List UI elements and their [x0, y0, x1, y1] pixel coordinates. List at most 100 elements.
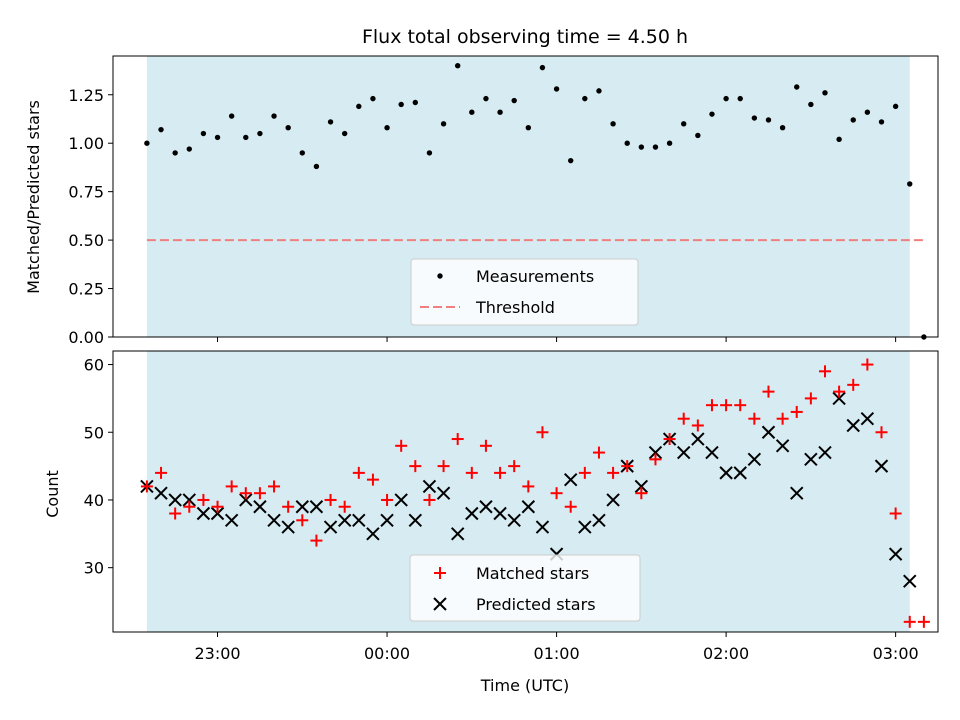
predicted-star-point [436, 486, 451, 500]
matched-star-point [225, 480, 238, 493]
bottom-x-tick-label: 01:00 [534, 644, 580, 663]
measurement-point [469, 109, 475, 115]
predicted-star-point [691, 432, 705, 446]
measurement-point [511, 97, 517, 104]
measurement-point [426, 150, 433, 156]
bottom-y-tick-label: 40 [84, 491, 104, 510]
bottom-x-tick-label: 02:00 [703, 644, 749, 663]
top-y-tick-label: 1.25 [68, 86, 104, 105]
predicted-star-point [903, 574, 917, 588]
predicted-star-point [352, 513, 366, 527]
measurement-point [228, 113, 235, 119]
legend-measurements-marker [437, 273, 443, 279]
measurement-point [525, 125, 532, 131]
predicted-star-point [677, 445, 691, 460]
measurement-point [836, 136, 842, 143]
measurement-point [483, 95, 489, 102]
predicted-star-point [818, 445, 832, 460]
bottom-xlabel: Time (UTC) [480, 676, 569, 695]
matched-star-point [395, 439, 408, 452]
measurement-point [652, 144, 659, 150]
matched-star-point [338, 500, 351, 513]
predicted-star-point [860, 412, 875, 426]
matched-star-point [875, 426, 888, 439]
matched-star-point [790, 405, 803, 418]
predicted-star-point [450, 527, 465, 541]
measurement-point [257, 130, 263, 137]
bottom-legend-box [409, 554, 641, 622]
matched-star-point [409, 460, 422, 473]
predicted-star-point [267, 513, 281, 527]
matched-star-point [889, 507, 902, 520]
predicted-star-point [309, 500, 324, 514]
matched-star-point [550, 487, 563, 500]
bottom-y-tick-label: 50 [84, 423, 104, 442]
predicted-star-point [507, 513, 521, 527]
bottom-y-tick-label: 30 [84, 559, 104, 578]
measurement-point [313, 163, 320, 170]
measurement-point [808, 101, 814, 108]
predicted-star-point [493, 506, 507, 521]
predicted-star-point [775, 439, 790, 453]
predicted-star-point [380, 513, 394, 527]
legend-matched-label: Matched stars [476, 564, 589, 583]
predicted-star-point [846, 418, 860, 433]
predicted-star-point [239, 493, 253, 507]
top-legend-box [410, 258, 639, 326]
top-y-tick-label: 0.25 [68, 280, 104, 299]
matched-star-point [253, 487, 266, 500]
predicted-star-point [648, 445, 663, 460]
measurement-point [553, 86, 560, 92]
predicted-star-point [563, 472, 578, 487]
predicted-star-point [182, 493, 196, 507]
predicted-star-point [323, 520, 338, 534]
predicted-star-point [804, 452, 818, 467]
predicted-star-point [874, 459, 889, 473]
predicted-star-point [154, 486, 168, 500]
matched-star-point [451, 433, 464, 446]
matched-star-point [310, 534, 323, 547]
bottom-x-tick-label: 03:00 [873, 644, 919, 663]
top-measurement-points [144, 62, 927, 340]
bottom-x-tick-label: 00:00 [364, 644, 410, 663]
matched-star-point [818, 365, 831, 378]
measurement-point [172, 150, 178, 156]
predicted-star-point [479, 500, 493, 514]
predicted-star-point [281, 520, 295, 534]
predicted-star-point [733, 466, 747, 480]
legend-measurements-label: Measurements [476, 267, 594, 286]
measurement-point [596, 88, 602, 94]
measurement-point [582, 95, 588, 102]
legend-threshold-label: Threshold [475, 298, 555, 317]
matched-star-point [564, 500, 577, 513]
predicted-star-point [295, 500, 310, 514]
predicted-star-point [394, 493, 408, 507]
predicted-star-point [705, 445, 719, 460]
measurement-point [327, 119, 334, 125]
matched-star-point [804, 392, 817, 405]
measurement-point [892, 103, 899, 110]
measurement-point [624, 140, 630, 146]
measurement-point [822, 90, 828, 96]
predicted-star-point [422, 479, 437, 494]
predicted-star-point [606, 493, 620, 507]
bottom-x-tick-label: 23:00 [194, 644, 240, 663]
matched-star-point [268, 480, 281, 493]
predicted-star-point [196, 506, 211, 521]
matched-star-point [465, 466, 478, 479]
bottom-ylabel: Count [43, 470, 62, 518]
measurement-point [200, 130, 207, 137]
predicted-star-point [719, 466, 733, 480]
measurement-point [144, 140, 150, 146]
matched-star-point [578, 466, 591, 479]
matched-star-point [140, 480, 153, 493]
bottom-plot-frame [112, 350, 939, 633]
measurement-point [356, 103, 362, 110]
matched-star-point [536, 426, 549, 439]
top-x-ticks [217, 337, 897, 342]
predicted-star-point [747, 452, 762, 467]
matched-star-point [508, 460, 521, 473]
measurement-point [243, 134, 249, 141]
measurement-point [723, 95, 729, 102]
